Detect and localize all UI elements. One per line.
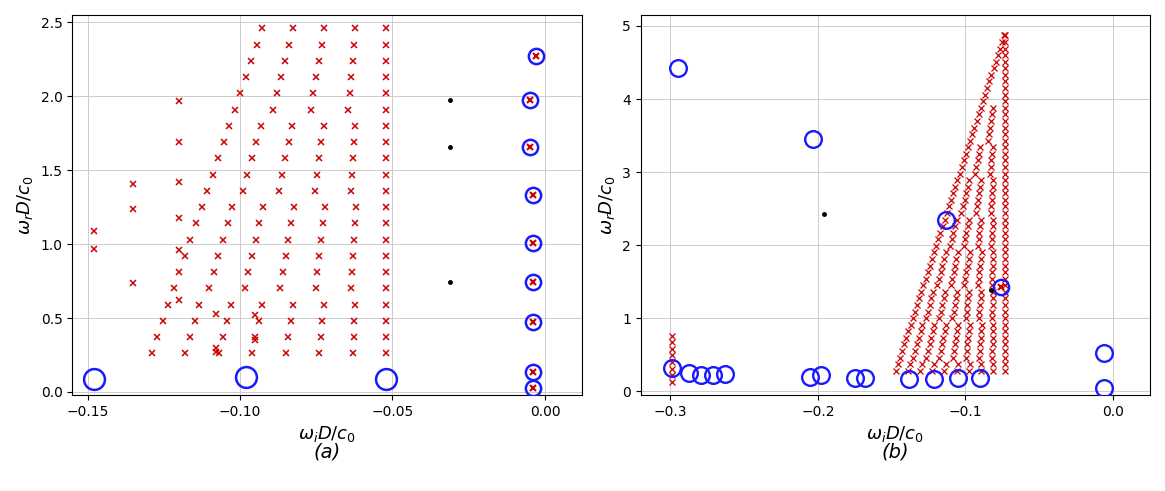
Text: (b): (b) — [882, 442, 909, 462]
Y-axis label: $\omega_r D/c_0$: $\omega_r D/c_0$ — [15, 175, 35, 235]
Text: (a): (a) — [313, 442, 340, 462]
X-axis label: $\omega_i D/c_0$: $\omega_i D/c_0$ — [867, 424, 924, 444]
X-axis label: $\omega_i D/c_0$: $\omega_i D/c_0$ — [298, 424, 356, 444]
Y-axis label: $\omega_r D/c_0$: $\omega_r D/c_0$ — [596, 175, 616, 235]
